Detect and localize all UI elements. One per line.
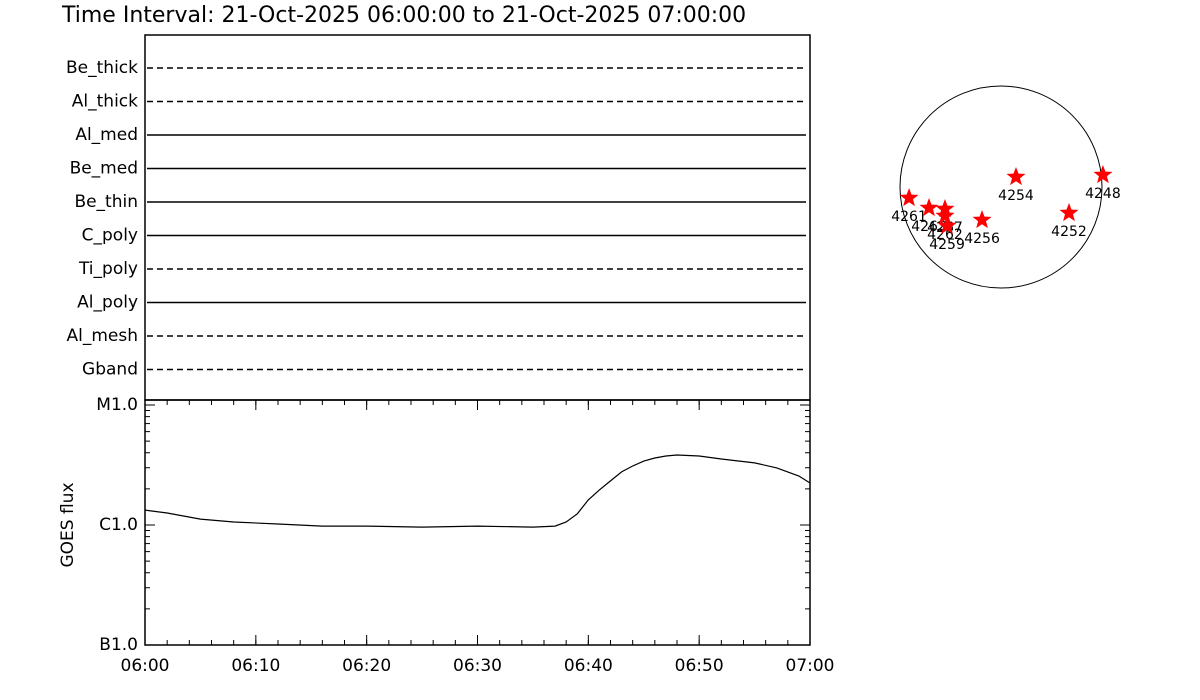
solar-disk — [899, 85, 1103, 289]
region-label: 4254 — [998, 188, 1034, 204]
x-tick-label: 06:20 — [342, 656, 391, 676]
x-tick-label: 06:40 — [564, 656, 613, 676]
filter-label: Gband — [82, 360, 138, 380]
region-marker — [899, 188, 919, 207]
filter-label: Be_med — [70, 159, 138, 179]
region-marker — [937, 215, 957, 234]
region-marker — [972, 210, 992, 229]
region-label: 4259 — [929, 237, 965, 253]
region-marker — [919, 198, 939, 217]
filter-panel — [144, 34, 811, 401]
region-marker — [935, 205, 955, 224]
x-tick-label: 06:50 — [675, 656, 724, 676]
y-tick-label: C1.0 — [99, 515, 138, 535]
region-marker — [1059, 203, 1079, 222]
region-marker — [1006, 167, 1026, 186]
filter-label: Al_med — [75, 125, 138, 145]
x-tick-label: 06:00 — [121, 656, 170, 676]
filter-label: Be_thick — [66, 58, 138, 78]
region-label: 4261 — [891, 209, 927, 225]
filter-label: Al_mesh — [66, 326, 138, 346]
y-tick-label: B1.0 — [99, 635, 138, 655]
region-label: 4256 — [964, 231, 1000, 247]
goes-curve — [144, 454, 811, 528]
region-label: 4248 — [1085, 186, 1121, 202]
filter-label: Al_poly — [77, 293, 138, 313]
filter-label: Al_thick — [72, 92, 138, 112]
region-label: 4252 — [1051, 224, 1087, 240]
x-tick-label: 06:30 — [453, 656, 502, 676]
y-axis-label: GOES flux — [58, 482, 78, 567]
x-tick-label: 06:10 — [231, 656, 280, 676]
region-marker — [1093, 165, 1113, 184]
y-tick-label: M1.0 — [96, 395, 138, 415]
filter-label: C_poly — [82, 226, 138, 246]
region-label: 4262 — [927, 227, 963, 243]
filter-label: Ti_poly — [78, 259, 138, 279]
title: Time Interval: 21-Oct-2025 06:00:00 to 2… — [61, 3, 746, 28]
x-tick-label: 07:00 — [786, 656, 835, 676]
filter-label: Be_thin — [74, 192, 138, 212]
